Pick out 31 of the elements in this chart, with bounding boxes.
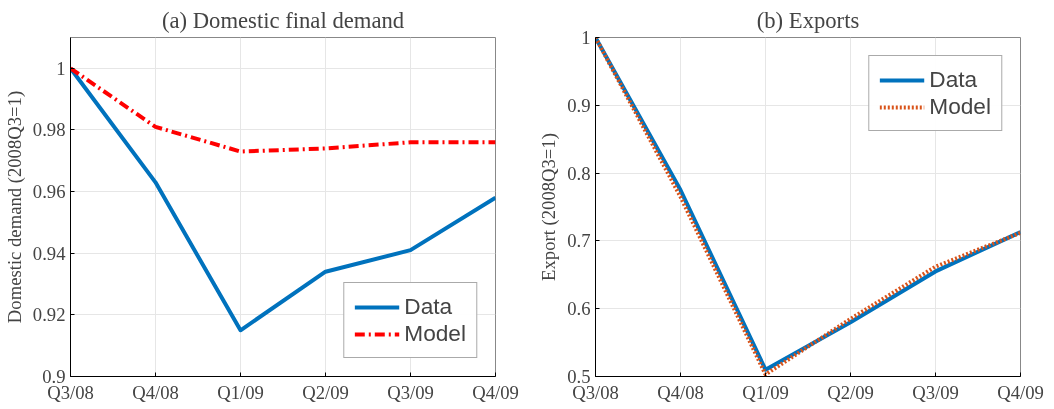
legend-label: Data bbox=[404, 293, 453, 320]
y-tick-label: 0.5 bbox=[567, 366, 591, 387]
x-tick-label: Q2/09 bbox=[827, 381, 874, 403]
x-tick-label: Q3/09 bbox=[912, 381, 959, 403]
y-tick-label: 0.7 bbox=[567, 230, 591, 252]
line-series bbox=[70, 66, 496, 154]
x-tick-label: Q2/09 bbox=[302, 381, 349, 403]
y-tick-label: 0.9 bbox=[42, 366, 66, 387]
x-tick-label: Q1/09 bbox=[742, 381, 789, 403]
y-tick-label: 1 bbox=[581, 27, 591, 48]
y-tick-label: 0.98 bbox=[32, 119, 66, 141]
chart-title: (b) Exports bbox=[756, 7, 860, 33]
y-tick-label: 1 bbox=[56, 57, 66, 79]
legend-label: Model bbox=[929, 93, 991, 120]
legend-label: Data bbox=[929, 66, 978, 93]
y-tick-label: 0.92 bbox=[32, 304, 66, 326]
x-tick-label: Q4/09 bbox=[472, 381, 519, 403]
y-tick-label: 0.9 bbox=[567, 94, 591, 116]
y-tick-label: 0.94 bbox=[32, 242, 67, 264]
chart-title: (a) Domestic final demand bbox=[161, 7, 405, 33]
y-axis-title: Domestic demand (2008Q3=1) bbox=[3, 90, 26, 324]
x-tick-label: Q1/09 bbox=[217, 381, 264, 403]
x-tick-label: Q4/09 bbox=[997, 381, 1044, 403]
y-tick-label: 0.96 bbox=[32, 181, 66, 203]
y-axis-title: Export (2008Q3=1) bbox=[538, 133, 561, 281]
x-tick-label: Q3/09 bbox=[387, 381, 434, 403]
legend-label: Model bbox=[404, 320, 466, 347]
x-tick-label: Q4/08 bbox=[657, 381, 704, 403]
y-tick-label: 0.6 bbox=[567, 298, 591, 320]
y-tick-label: 0.8 bbox=[567, 162, 591, 184]
x-tick-label: Q4/08 bbox=[132, 381, 179, 403]
